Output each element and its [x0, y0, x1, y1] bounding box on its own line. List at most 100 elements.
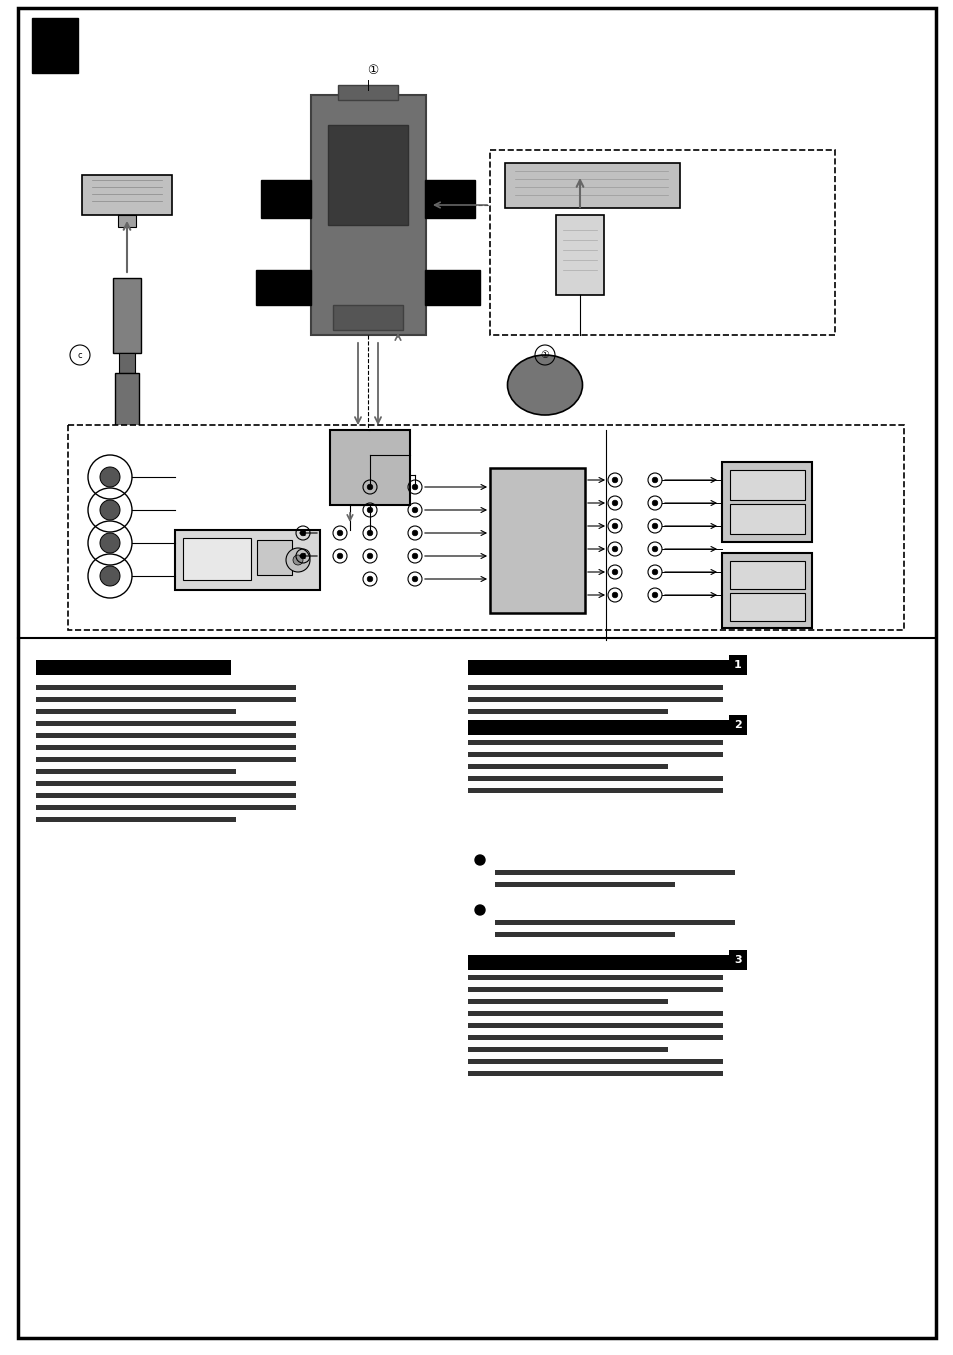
Circle shape — [100, 533, 120, 553]
Bar — [311, 95, 426, 335]
Circle shape — [412, 576, 417, 581]
Bar — [36, 793, 295, 798]
Bar — [468, 740, 722, 745]
Bar — [504, 163, 679, 209]
Circle shape — [293, 556, 303, 565]
Circle shape — [612, 500, 618, 505]
Circle shape — [652, 546, 658, 551]
Circle shape — [612, 592, 618, 598]
Bar — [495, 882, 675, 888]
Bar — [468, 660, 732, 675]
Circle shape — [412, 553, 417, 558]
Bar — [468, 789, 722, 793]
Bar — [728, 654, 746, 675]
Circle shape — [300, 530, 306, 535]
Circle shape — [612, 523, 618, 528]
Bar — [468, 1070, 722, 1076]
Bar — [729, 470, 804, 500]
Bar — [468, 999, 667, 1004]
Bar — [721, 553, 811, 627]
Bar — [721, 462, 811, 542]
Circle shape — [652, 523, 658, 528]
Circle shape — [412, 530, 417, 535]
Circle shape — [652, 500, 658, 505]
Bar — [118, 215, 136, 228]
Bar — [36, 757, 295, 762]
Circle shape — [652, 477, 658, 482]
Bar — [330, 430, 410, 505]
Text: Cautions: Cautions — [36, 645, 101, 659]
Bar — [36, 686, 295, 690]
Circle shape — [612, 477, 618, 482]
Circle shape — [336, 553, 342, 558]
Bar — [495, 870, 734, 875]
Text: 3: 3 — [734, 955, 741, 965]
Circle shape — [612, 569, 618, 575]
Bar — [36, 721, 295, 726]
Bar — [112, 278, 141, 354]
Circle shape — [367, 576, 373, 581]
Bar — [468, 764, 667, 770]
Circle shape — [652, 569, 658, 575]
Circle shape — [367, 553, 373, 558]
Bar — [36, 733, 295, 738]
Circle shape — [359, 243, 375, 257]
Bar — [36, 770, 235, 774]
Bar — [468, 976, 722, 980]
Bar — [36, 817, 235, 822]
Circle shape — [367, 507, 373, 512]
Bar — [36, 780, 295, 786]
Circle shape — [286, 547, 310, 572]
Bar — [468, 1060, 722, 1064]
Bar — [333, 305, 402, 331]
Circle shape — [367, 530, 373, 535]
Bar — [36, 805, 295, 810]
Bar — [468, 955, 732, 970]
Circle shape — [100, 500, 120, 520]
Bar — [495, 932, 675, 938]
Circle shape — [300, 553, 306, 558]
Text: 2: 2 — [734, 720, 741, 730]
Bar — [255, 270, 311, 305]
Bar — [468, 752, 722, 757]
Bar — [490, 467, 584, 612]
Bar — [328, 125, 408, 225]
Circle shape — [475, 905, 484, 915]
Circle shape — [612, 546, 618, 551]
Bar — [729, 593, 804, 621]
Bar — [468, 1047, 667, 1051]
Bar — [32, 18, 78, 73]
Circle shape — [367, 484, 373, 489]
Bar — [36, 696, 295, 702]
Circle shape — [100, 566, 120, 585]
Bar — [36, 660, 231, 675]
Bar — [36, 709, 235, 714]
Circle shape — [475, 855, 484, 864]
Bar — [174, 530, 319, 589]
Bar — [728, 715, 746, 734]
Bar — [556, 215, 603, 295]
Bar — [468, 720, 732, 734]
Bar — [468, 1035, 722, 1041]
Bar — [729, 561, 804, 589]
Bar — [468, 1011, 722, 1016]
Bar — [183, 538, 251, 580]
Text: 1: 1 — [734, 660, 741, 669]
Bar — [729, 504, 804, 534]
Circle shape — [412, 484, 417, 489]
Bar — [468, 709, 667, 714]
Bar — [256, 541, 292, 575]
Bar — [115, 373, 139, 438]
Bar — [68, 425, 903, 630]
Bar — [468, 696, 722, 702]
Circle shape — [336, 530, 342, 535]
Circle shape — [100, 467, 120, 486]
Bar — [728, 950, 746, 970]
Text: ①: ① — [540, 350, 549, 360]
Bar — [468, 776, 722, 780]
Bar — [490, 150, 834, 335]
Bar — [495, 920, 734, 925]
Circle shape — [412, 507, 417, 512]
Bar — [424, 180, 475, 218]
Bar — [119, 354, 135, 373]
